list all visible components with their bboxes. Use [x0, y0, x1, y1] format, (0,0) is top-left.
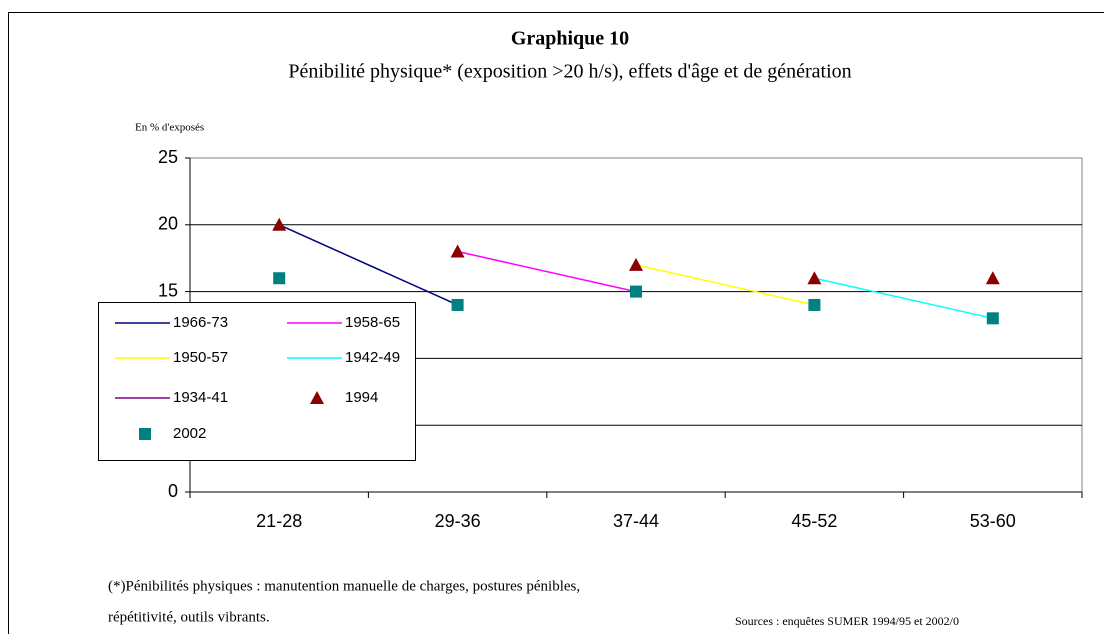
marker — [273, 272, 286, 285]
footnote: (*)Pénibilités physiques : manutention m… — [108, 578, 580, 594]
series-line — [278, 224, 458, 306]
legend-marker — [310, 391, 324, 404]
marker — [807, 271, 822, 285]
x-tick-label: 37-44 — [613, 511, 659, 531]
y-axis-label: En % d'exposés — [135, 122, 204, 134]
legend-marker — [139, 428, 151, 440]
marker — [629, 257, 643, 271]
series-line — [635, 264, 815, 306]
y-tick-label: 25 — [158, 147, 178, 167]
marker — [450, 244, 465, 258]
chart-subtitle: Pénibilité physique* (exposition >20 h/s… — [288, 61, 851, 83]
marker — [630, 285, 642, 298]
series-line — [457, 250, 637, 293]
x-tick-label: 21-28 — [256, 511, 302, 531]
x-tick-label: 53-60 — [970, 511, 1016, 531]
chart-title: Graphique 10 — [511, 28, 629, 50]
legend-label: 1994 — [345, 389, 378, 406]
y-tick-label: 15 — [158, 280, 178, 300]
legend — [98, 302, 416, 461]
legend-label: 1942-49 — [345, 349, 400, 366]
legend-label: 1958-65 — [345, 314, 400, 331]
y-tick-label: 20 — [158, 214, 178, 234]
series-line — [814, 277, 993, 320]
marker — [272, 217, 287, 231]
marker — [986, 312, 999, 325]
x-tick-label: 29-36 — [435, 511, 481, 531]
legend-label: 1950-57 — [173, 349, 228, 366]
source: Sources : enquêtes SUMER 1994/95 et 2002… — [735, 614, 959, 628]
marker — [451, 298, 464, 311]
footnote: répétitivité, outils vibrants. — [108, 609, 270, 625]
y-tick-label: 0 — [168, 481, 178, 501]
legend-label: 2002 — [173, 425, 206, 442]
marker — [985, 271, 1000, 285]
legend-label: 1934-41 — [173, 389, 228, 406]
legend-label: 1966-73 — [173, 314, 228, 331]
x-tick-label: 45-52 — [791, 511, 837, 531]
marker — [808, 298, 821, 311]
